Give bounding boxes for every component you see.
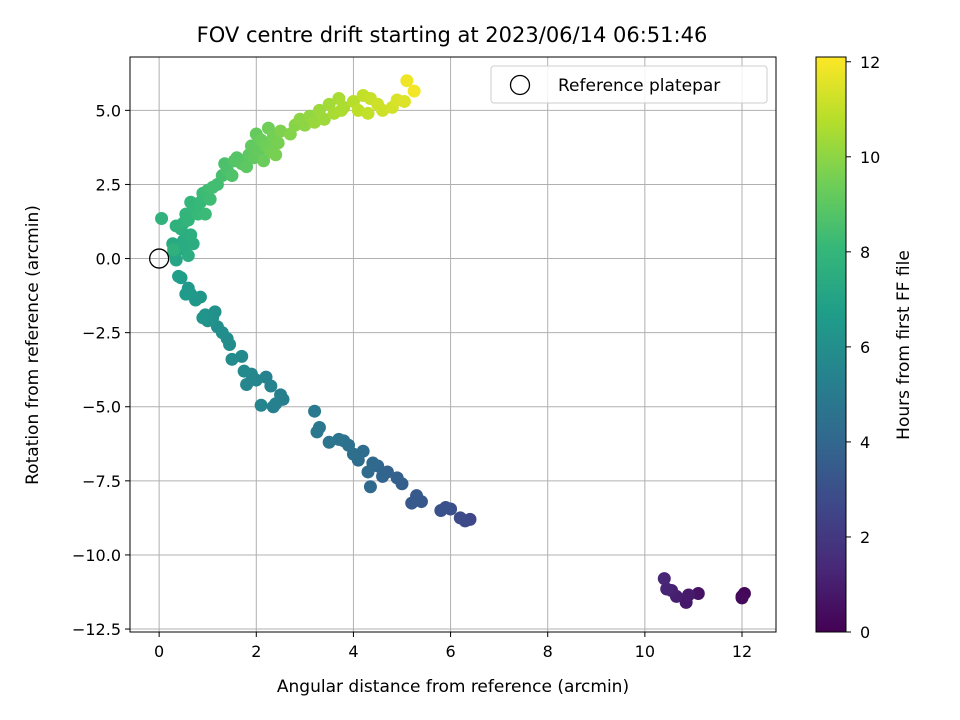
x-tick-label: 2 — [251, 642, 261, 661]
reference-marker-group — [148, 248, 170, 269]
y-tick-label: 2.5 — [96, 175, 121, 194]
x-tick-label: 0 — [154, 642, 164, 661]
data-point — [390, 471, 404, 485]
x-tick-label: 6 — [445, 642, 455, 661]
data-point — [682, 588, 696, 602]
data-point — [266, 400, 280, 414]
y-tick-label: −5.0 — [82, 398, 121, 417]
x-tick-label: 4 — [348, 642, 358, 661]
data-point — [240, 378, 254, 392]
data-point — [397, 94, 411, 108]
data-point — [400, 74, 414, 88]
x-tick-label: 12 — [732, 642, 752, 661]
data-point — [361, 106, 375, 120]
data-point — [453, 511, 467, 525]
data-point — [691, 586, 705, 600]
legend-marker-open-circle — [509, 74, 531, 96]
chart-title: FOV centre drift starting at 2023/06/14 … — [197, 23, 708, 47]
y-tick-label: −12.5 — [72, 620, 121, 639]
data-point — [184, 228, 198, 242]
data-point — [196, 311, 210, 325]
data-point — [181, 249, 195, 263]
data-point — [203, 192, 217, 206]
data-point — [225, 169, 239, 183]
data-point — [361, 465, 375, 479]
colorbar-tick-label: 12 — [860, 53, 880, 72]
x-tick-label: 10 — [635, 642, 655, 661]
data-point — [310, 425, 324, 439]
data-point — [405, 496, 419, 510]
data-point — [271, 136, 285, 150]
data-point — [657, 572, 671, 586]
data-point — [225, 352, 239, 366]
grid — [130, 57, 776, 632]
y-tick-label: 5.0 — [96, 101, 121, 120]
data-point — [257, 154, 271, 168]
data-point — [254, 398, 268, 412]
data-point — [198, 207, 212, 221]
colorbar-tick-label: 2 — [860, 528, 870, 547]
y-tick-label: −10.0 — [72, 546, 121, 565]
data-point — [308, 404, 322, 418]
data-point — [407, 84, 421, 98]
data-point — [269, 148, 283, 162]
y-tick-label: −7.5 — [82, 472, 121, 491]
colorbar-ticks: 0 2 4 6 8 10 12 — [846, 53, 880, 642]
data-point — [240, 160, 254, 174]
y-axis: −12.5 −10.0 −7.5 −5.0 −2.5 0.0 2.5 5.0 — [72, 101, 130, 639]
x-axis-label: Angular distance from reference (arcmin) — [277, 677, 629, 697]
colorbar-tick-label: 6 — [860, 338, 870, 357]
colorbar-tick-label: 8 — [860, 243, 870, 262]
reference-platepar-marker — [148, 248, 170, 269]
y-tick-label: 0.0 — [96, 250, 121, 269]
legend-box — [490, 65, 768, 104]
data-point — [167, 243, 181, 257]
legend: Reference platepar — [490, 65, 768, 104]
data-point — [337, 100, 351, 114]
data-point — [237, 364, 251, 378]
data-point — [660, 582, 674, 596]
colorbar: 0 2 4 6 8 10 12 Hours from first FF file — [815, 53, 914, 642]
scatter-points — [155, 74, 751, 609]
data-point — [317, 112, 331, 126]
colorbar-gradient — [815, 56, 847, 633]
data-point — [322, 435, 336, 449]
x-axis: 0 2 4 6 8 10 12 — [154, 632, 752, 661]
colorbar-tick-label: 4 — [860, 433, 870, 452]
data-point — [179, 287, 193, 301]
y-axis-label: Rotation from reference (arcmin) — [23, 205, 43, 485]
x-tick-label: 8 — [543, 642, 553, 661]
colorbar-tick-label: 10 — [860, 148, 880, 167]
data-point — [376, 469, 390, 483]
plot-frame — [129, 56, 777, 633]
colorbar-label: Hours from first FF file — [894, 250, 914, 440]
colorbar-tick-label: 0 — [860, 623, 870, 642]
data-point — [155, 212, 169, 226]
data-point — [181, 213, 195, 227]
legend-entry-reference-platepar: Reference platepar — [558, 76, 720, 96]
data-point — [735, 591, 749, 605]
y-tick-label: −2.5 — [82, 324, 121, 343]
data-point — [172, 269, 186, 283]
data-point — [363, 480, 377, 494]
data-point — [434, 503, 448, 517]
